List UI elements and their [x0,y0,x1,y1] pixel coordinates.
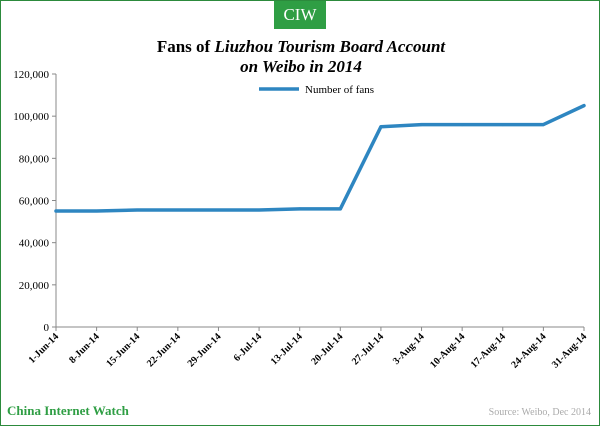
y-tick-label: 100,000 [13,111,49,123]
x-tick-label: 13-Jul-14 [269,331,305,367]
y-tick-label: 20,000 [19,280,50,292]
x-tick-label: 10-Aug-14 [428,331,467,370]
x-tick-label: 1-Jun-14 [27,331,62,366]
y-tick-label: 40,000 [19,238,50,250]
x-tick-label: 8-Jun-14 [67,331,102,366]
data-point [379,125,383,129]
title-line-1: Fans of Liuzhou Tourism Board Account [1,37,600,57]
data-point [420,123,424,127]
data-point [54,209,58,213]
x-tick-label: 22-Jun-14 [145,331,183,369]
data-point [460,123,464,127]
data-point [501,123,505,127]
y-tick-label: 120,000 [13,69,49,81]
x-tick-label: 24-Aug-14 [509,331,548,370]
x-tick-label: 6-Jul-14 [232,331,265,364]
x-tick-label: 31-Aug-14 [550,331,589,370]
legend-label: Number of fans [305,84,374,96]
title-line-2: on Weibo in 2014 [240,57,362,76]
data-point [135,208,139,212]
x-tick-label: 20-Jul-14 [309,331,345,367]
data-point [257,208,261,212]
data-point [582,104,586,108]
y-tick-label: 60,000 [19,196,50,208]
x-tick-label: 3-Aug-14 [391,331,427,367]
data-point [541,123,545,127]
data-point [216,208,220,212]
title-prefix: Fans of [156,37,215,56]
chart-title: Fans of Liuzhou Tourism Board Account on… [1,37,600,77]
title-emphasis: Liuzhou Tourism Board Account [214,37,446,56]
data-point [95,209,99,213]
x-tick-label: 29-Jun-14 [186,331,224,369]
footer-brand: China Internet Watch [7,403,129,418]
x-tick-label: 17-Aug-14 [469,331,508,370]
series-line-number-of-fans [54,103,586,213]
data-point [338,207,342,211]
ciw-logo-badge: CIW [274,1,326,29]
y-tick-label: 80,000 [19,153,50,165]
x-tick-label: 15-Jun-14 [104,331,142,369]
x-tick-label: 27-Jul-14 [350,331,386,367]
data-point [176,208,180,212]
y-tick-label: 0 [44,322,50,334]
footer-source: Source: Weibo, Dec 2014 [488,407,591,418]
data-point [298,207,302,211]
